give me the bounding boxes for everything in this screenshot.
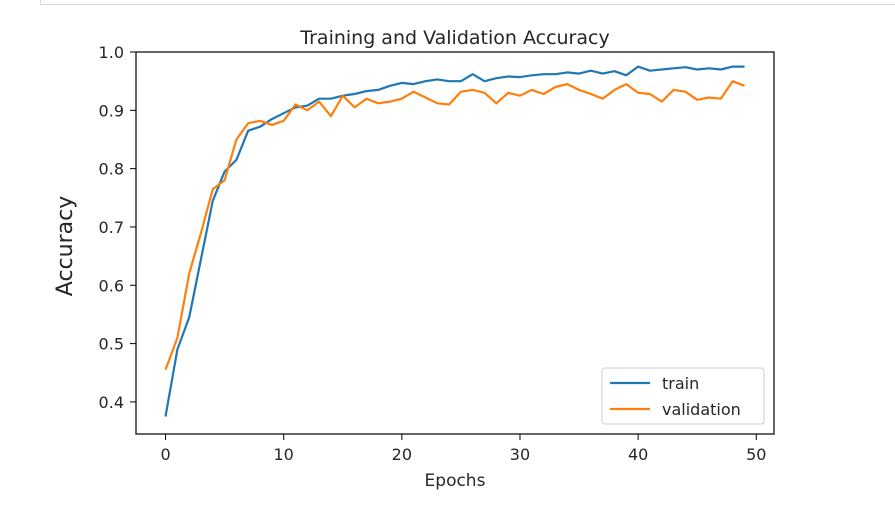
x-tick-label: 10 (274, 445, 294, 464)
legend-label-validation: validation (662, 400, 741, 419)
x-tick-label: 30 (510, 445, 530, 464)
x-axis-label: Epochs (425, 471, 486, 491)
legend: train validation (601, 367, 765, 425)
y-tick-label: 0.6 (99, 276, 124, 295)
y-tick-label: 0.7 (99, 218, 124, 237)
x-axis: 0 10 20 30 40 50 (160, 434, 766, 464)
x-tick-label: 40 (628, 445, 648, 464)
y-tick-label: 0.4 (99, 393, 124, 412)
y-tick-label: 0.8 (99, 160, 124, 179)
legend-label-train: train (662, 374, 699, 393)
cell-frame (40, 0, 895, 5)
series-line-validation (164, 80, 745, 371)
x-tick-label: 50 (746, 445, 766, 464)
y-axis: 0.4 0.5 0.6 0.7 0.8 0.9 1.0 (99, 43, 136, 412)
chart-title: Training and Validation Accuracy (299, 27, 609, 49)
y-tick-label: 1.0 (99, 43, 124, 62)
y-tick-label: 0.9 (99, 101, 124, 120)
x-tick-label: 20 (392, 445, 412, 464)
x-tick-label: 0 (160, 445, 170, 464)
y-tick-label: 0.5 (99, 335, 124, 354)
y-axis-label: Accuracy (53, 196, 78, 296)
series-lines (164, 65, 745, 417)
series-line-train (164, 65, 745, 417)
